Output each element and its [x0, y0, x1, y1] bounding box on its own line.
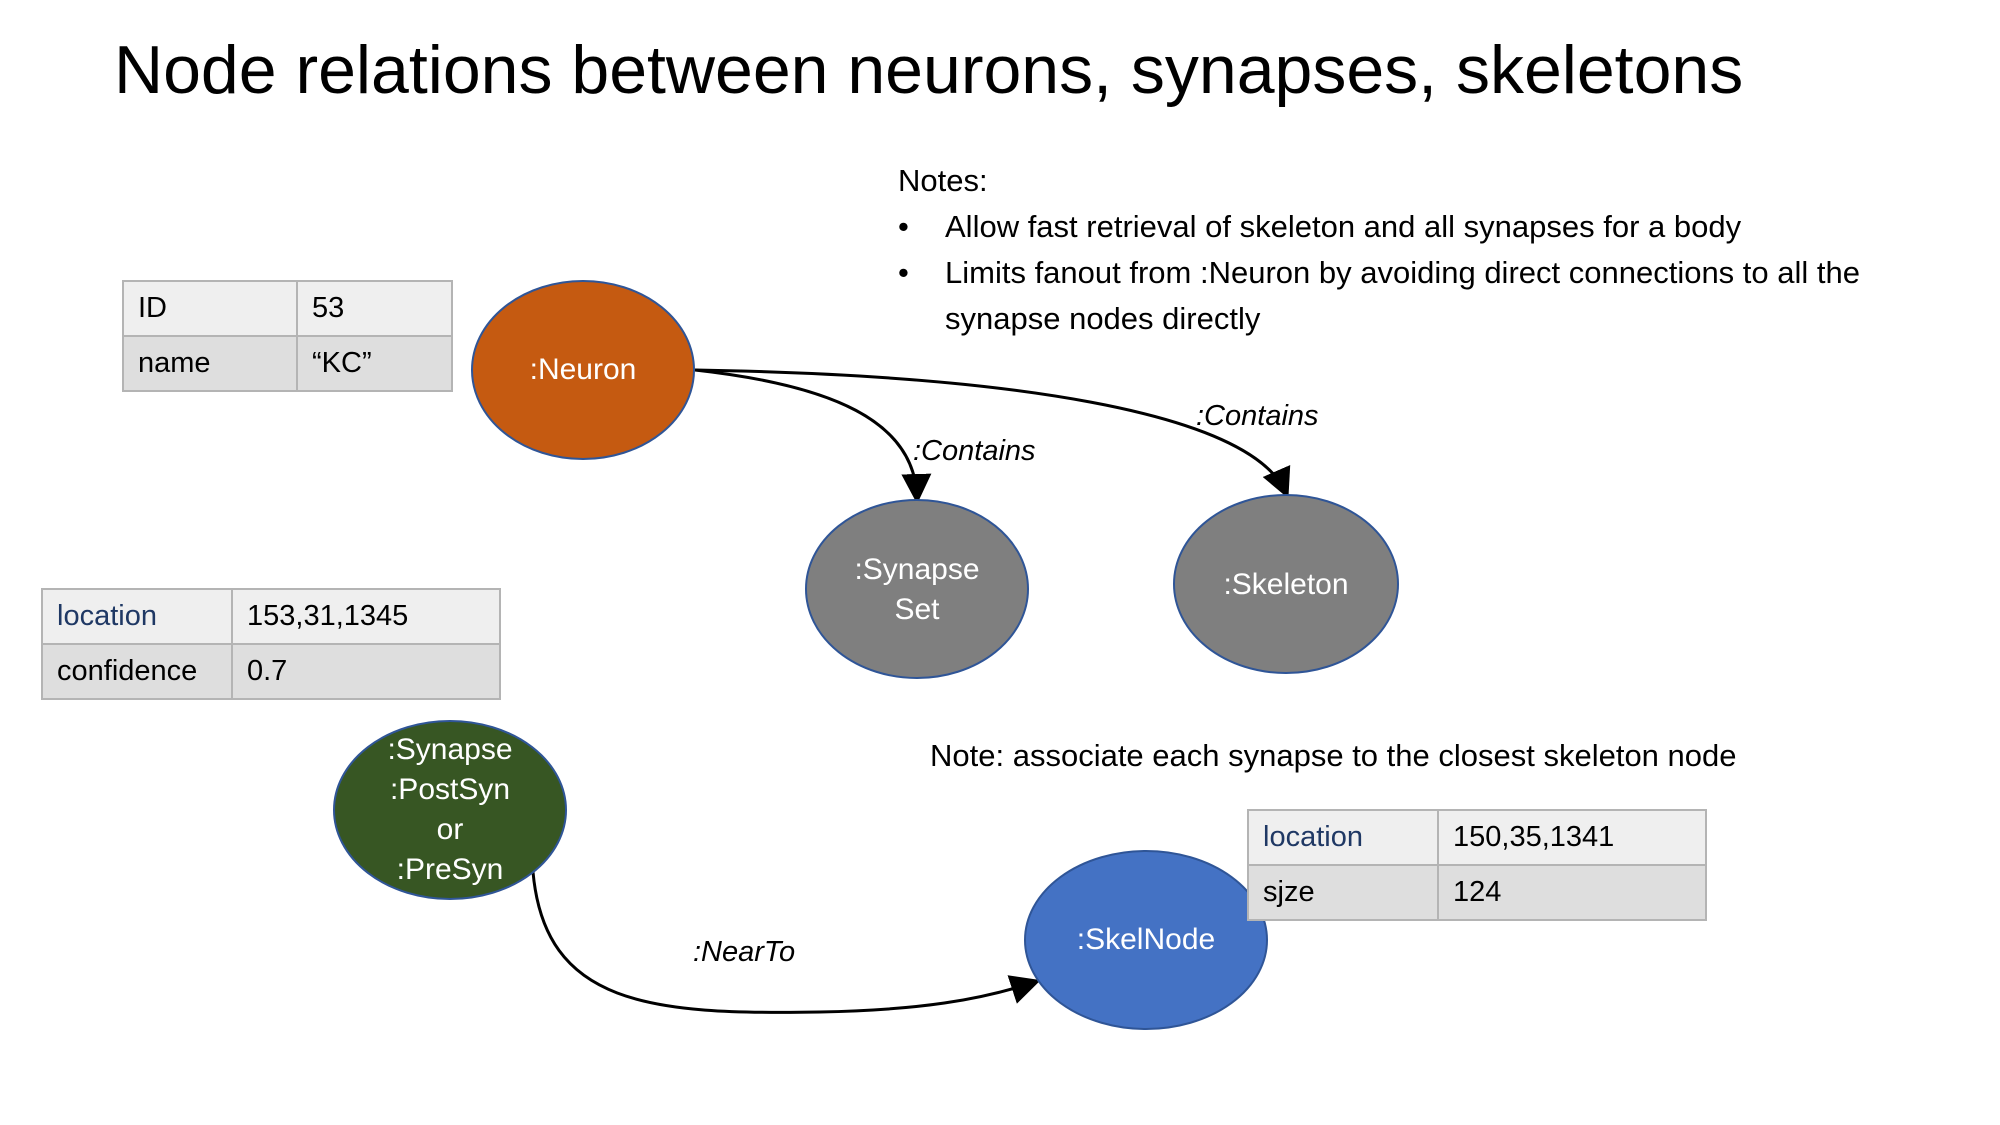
- skeleton-association-note: Note: associate each synapse to the clos…: [930, 738, 1737, 773]
- synapse-set-node-label: :Synapse Set: [807, 550, 1027, 630]
- bullet-icon: •: [898, 209, 909, 244]
- skeleton-node-label: :Skeleton: [1223, 568, 1349, 601]
- edge-synapse-to-skelnode: [531, 871, 1041, 1014]
- property-value: 0.7: [231, 643, 501, 700]
- edge-label-contains-synapse-set: :Contains: [913, 435, 1036, 467]
- notes-block: Notes: • Allow fast retrieval of skeleto…: [898, 158, 1898, 342]
- table-row: confidence 0.7: [41, 643, 501, 700]
- neuron-node-label: :Neuron: [529, 353, 637, 386]
- edge-neuron-to-synapse-set: [694, 368, 932, 504]
- edge-label-near-to: :NearTo: [693, 936, 796, 968]
- list-item: • Limits fanout from :Neuron by avoiding…: [898, 250, 1865, 342]
- edge-neuron-to-skeleton: [694, 368, 1291, 499]
- table-row: sjze 124: [1247, 864, 1707, 921]
- property-key: ID: [122, 280, 298, 337]
- notes-heading: Notes:: [898, 163, 988, 198]
- note-text: Limits fanout from :Neuron by avoiding d…: [945, 255, 1860, 336]
- table-row: name “KC”: [122, 335, 453, 392]
- synapse-label-line2: :PostSyn: [389, 773, 511, 806]
- property-value: “KC”: [296, 335, 453, 392]
- note-text: Allow fast retrieval of skeleton and all…: [945, 209, 1742, 244]
- property-key: name: [122, 335, 298, 392]
- table-row: location 150,35,1341: [1247, 809, 1707, 866]
- list-item: • Allow fast retrieval of skeleton and a…: [898, 204, 1898, 250]
- synapse-label-line1: :Synapse: [387, 733, 513, 766]
- synapse-node[interactable]: [333, 720, 567, 900]
- synapse-set-label-line1: :Synapse: [854, 553, 980, 586]
- synapse-label-line3: or: [436, 813, 464, 846]
- edge-label-contains-skeleton: :Contains: [1196, 400, 1319, 432]
- skelnode-properties-table: location 150,35,1341 sjze 124: [1247, 809, 1707, 921]
- table-row: ID 53: [122, 280, 453, 337]
- property-key: sjze: [1247, 864, 1439, 921]
- neuron-node[interactable]: [471, 280, 695, 460]
- synapse-label-line4: :PreSyn: [396, 853, 504, 886]
- skelnode-node[interactable]: [1024, 850, 1268, 1030]
- property-value: 150,35,1341: [1437, 809, 1707, 866]
- synapse-properties-table: location 153,31,1345 confidence 0.7: [41, 588, 501, 700]
- synapse-node-label: :Synapse :PostSyn or :PreSyn: [340, 730, 560, 890]
- synapse-set-label-line2: Set: [894, 593, 940, 626]
- skeleton-node[interactable]: [1173, 494, 1399, 674]
- property-value: 124: [1437, 864, 1707, 921]
- property-value: 53: [296, 280, 453, 337]
- property-key: confidence: [41, 643, 233, 700]
- skelnode-node-label: :SkelNode: [1076, 923, 1216, 956]
- synapse-set-node[interactable]: [805, 499, 1029, 679]
- neuron-properties-table: ID 53 name “KC”: [122, 280, 453, 392]
- property-value: 153,31,1345: [231, 588, 501, 645]
- property-key: location: [1247, 809, 1439, 866]
- notes-list: • Allow fast retrieval of skeleton and a…: [898, 204, 1898, 342]
- table-row: location 153,31,1345: [41, 588, 501, 645]
- page-title: Node relations between neurons, synapses…: [114, 32, 1744, 108]
- property-key: location: [41, 588, 233, 645]
- bullet-icon: •: [898, 255, 909, 290]
